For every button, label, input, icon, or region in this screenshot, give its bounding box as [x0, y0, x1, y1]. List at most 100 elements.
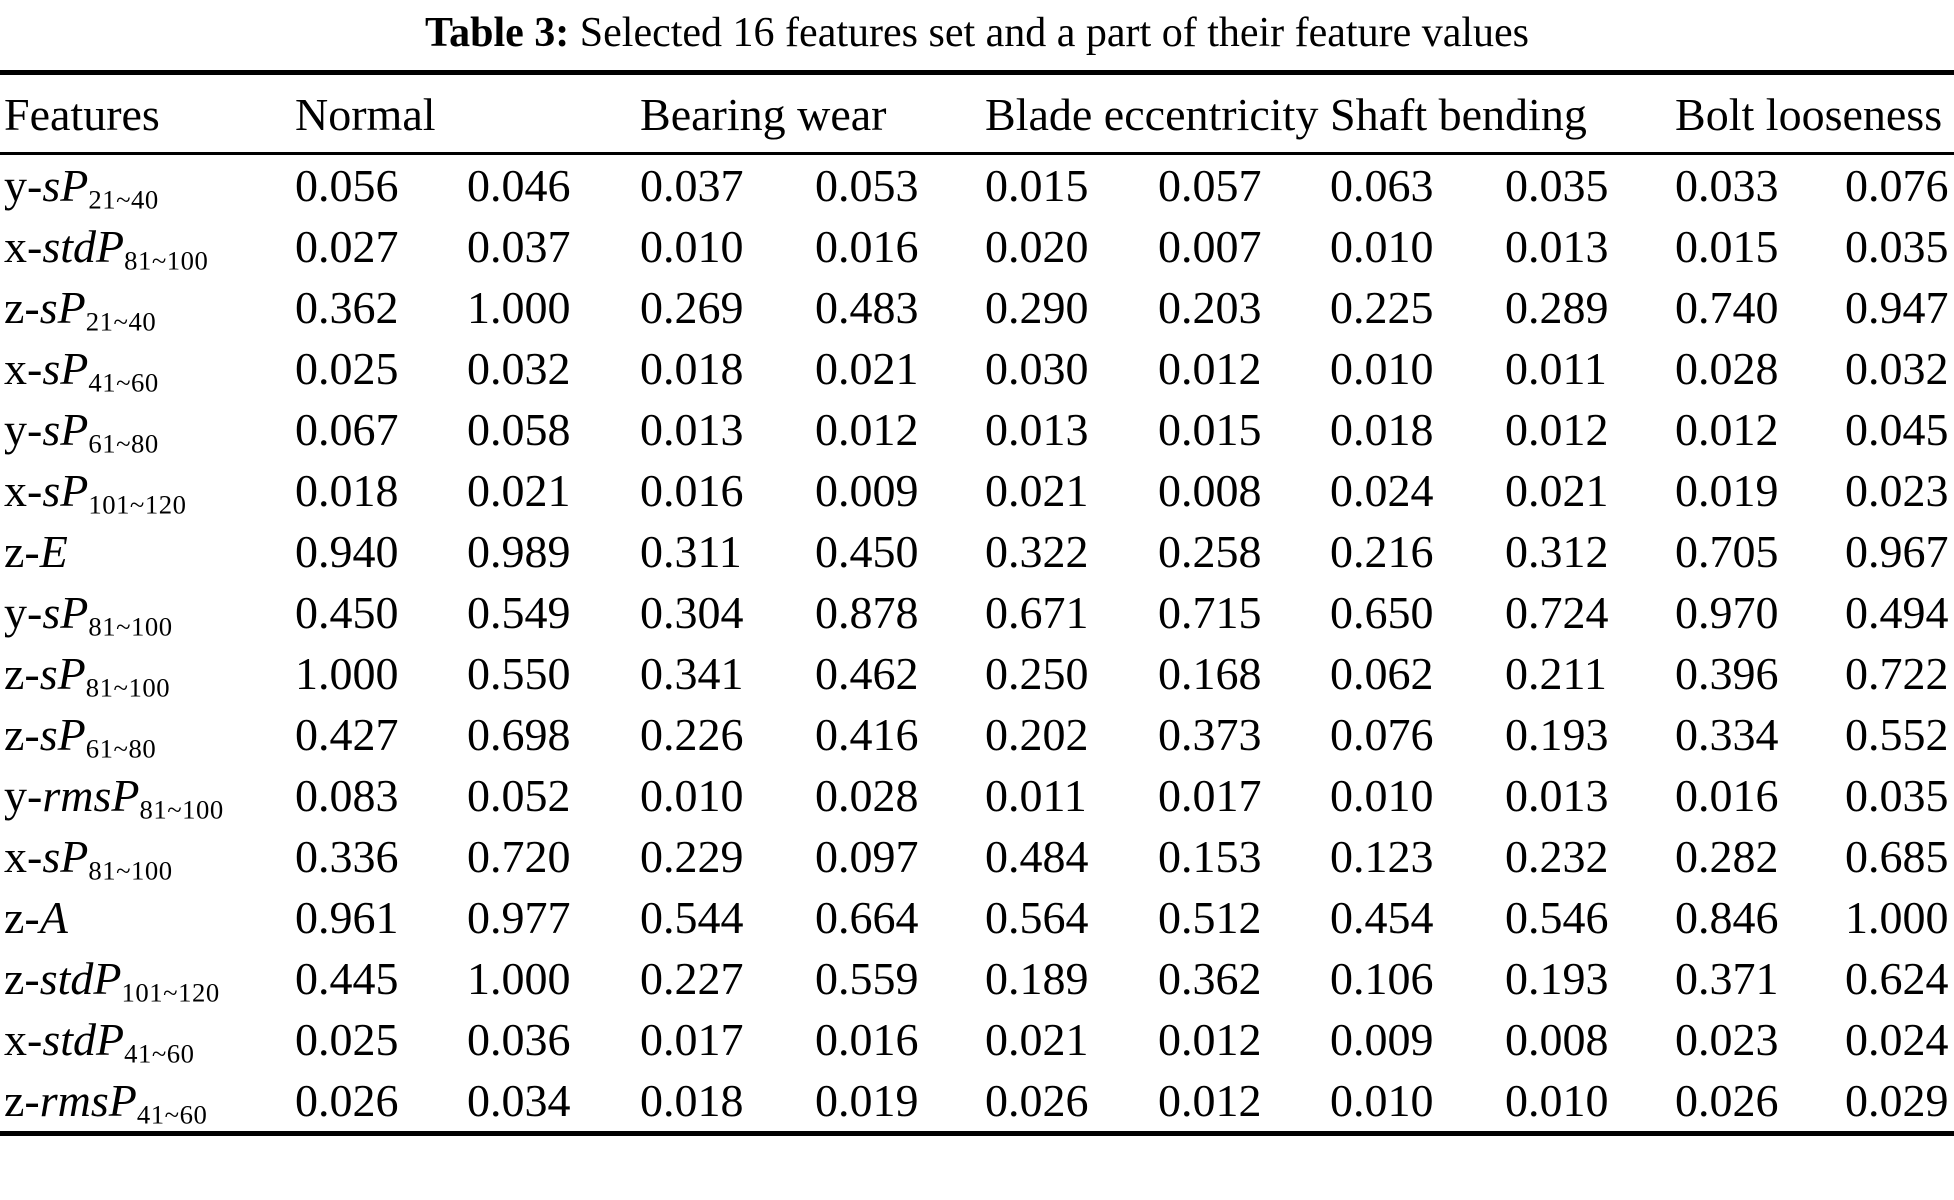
feature-value-cell: 0.097: [815, 831, 919, 883]
feature-name: y-sP21~40: [0, 154, 295, 217]
feature-value-cell: 0.013: [1505, 770, 1609, 822]
feature-value-cell: 0.018: [640, 343, 744, 395]
feature-value-cell: 0.216: [1330, 526, 1434, 578]
feature-prefix: z-: [4, 1075, 40, 1127]
feature-value-cell: 0.311: [640, 526, 742, 578]
feature-name: z-sP61~80: [0, 704, 295, 765]
feature-value-cell: 0.012: [1158, 1014, 1262, 1066]
feature-symbol: sP: [39, 282, 86, 334]
feature-value-cell: 0.025: [295, 343, 399, 395]
feature-symbol: A: [39, 892, 68, 944]
feature-value-cell: 0.427: [295, 709, 399, 761]
feature-name: z-sP21~40: [0, 277, 295, 338]
feature-value-cell: 0.671: [985, 587, 1089, 639]
table-row: y-sP61~80 0.067 0.058 0.013 0.012 0.013 0.015 0…: [0, 399, 1954, 460]
feature-value-cell: 0.016: [640, 465, 744, 517]
feature-value-cell: 0.032: [467, 343, 571, 395]
feature-value-cell: 0.057: [1158, 160, 1262, 212]
feature-value-cell: 0.450: [295, 587, 399, 639]
feature-value-cell: 0.312: [1505, 526, 1609, 578]
feature-value-cell: 0.304: [640, 587, 744, 639]
feature-value-cell: 0.045: [1845, 404, 1949, 456]
feature-name: x-sP101~120: [0, 460, 295, 521]
feature-prefix: y-: [4, 404, 43, 456]
feature-value-cell: 0.021: [1505, 465, 1609, 517]
feature-name: x-stdP41~60: [0, 1009, 295, 1070]
feature-prefix: y-: [4, 587, 43, 639]
column-header-group: Shaft bending: [1330, 70, 1676, 156]
feature-value-cell: 0.512: [1158, 892, 1262, 944]
feature-value-cell: 0.056: [295, 160, 399, 212]
feature-subscript: 41~60: [136, 1099, 208, 1130]
table-row: z-sP61~80 0.427 0.698 0.226 0.416 0.202 0.373 0…: [0, 704, 1954, 765]
feature-value-cell: 0.362: [1158, 953, 1262, 1005]
table-row: x-sP81~100 0.336 0.720 0.229 0.097 0.484 0.153…: [0, 826, 1954, 887]
feature-value-cell: 0.341: [640, 648, 744, 700]
feature-value-cell: 0.012: [1158, 1070, 1331, 1137]
feature-symbol: E: [39, 526, 68, 578]
feature-name: x-sP41~60: [0, 338, 295, 399]
feature-value-cell: 0.722: [1845, 648, 1949, 700]
table-row: z-sP21~40 0.362 1.000 0.269 0.483 0.290 0.203 0…: [0, 277, 1954, 338]
feature-value-cell: 0.720: [467, 831, 571, 883]
column-header-group: Blade eccentricity: [985, 70, 1331, 156]
feature-name: z-stdP101~120: [0, 948, 295, 1009]
feature-name: z-E: [0, 521, 295, 582]
table-caption-text: Selected 16 features set and a part of t…: [569, 10, 1530, 56]
feature-value-cell: 0.010: [1330, 221, 1434, 273]
feature-symbol: sP: [42, 343, 89, 395]
feature-value-cell: 0.967: [1845, 526, 1949, 578]
feature-subscript: 81~100: [85, 672, 171, 703]
feature-value-cell: 0.017: [640, 1014, 744, 1066]
feature-value-cell: 0.724: [1505, 587, 1609, 639]
feature-value-cell: 0.011: [1505, 343, 1607, 395]
feature-value-cell: 0.544: [640, 892, 744, 944]
feature-value-cell: 0.289: [1505, 282, 1609, 334]
feature-value-cell: 0.322: [985, 526, 1089, 578]
feature-value-cell: 0.083: [295, 770, 399, 822]
feature-value-cell: 0.011: [985, 770, 1087, 822]
feature-value-cell: 0.203: [1158, 282, 1262, 334]
feature-value-cell: 0.564: [985, 892, 1089, 944]
feature-value-cell: 0.016: [815, 221, 919, 273]
feature-value-cell: 0.450: [815, 526, 919, 578]
column-header-group: Bolt looseness: [1675, 70, 1954, 156]
feature-symbol: rmsP: [42, 770, 140, 822]
feature-symbol: sP: [42, 831, 89, 883]
feature-value-cell: 0.021: [467, 465, 571, 517]
feature-value-cell: 0.018: [1330, 404, 1434, 456]
table-caption: Table 3: Selected 16 features set and a …: [0, 0, 1954, 58]
table-body: y-sP21~40 0.056 0.046 0.037 0.053 0.015 0.057 0…: [0, 154, 1954, 1137]
feature-value-cell: 0.024: [1845, 1014, 1949, 1066]
feature-value-cell: 0.013: [1505, 221, 1609, 273]
feature-value-cell: 0.740: [1675, 282, 1779, 334]
feature-value-cell: 0.015: [1675, 221, 1779, 273]
feature-name: x-sP81~100: [0, 826, 295, 887]
feature-subscript: 61~80: [85, 733, 157, 764]
table-row: x-stdP81~100 0.027 0.037 0.010 0.016 0.020 0.0…: [0, 216, 1954, 277]
feature-value-cell: 0.035: [1505, 160, 1609, 212]
feature-value-cell: 0.846: [1675, 892, 1779, 944]
feature-value-cell: 0.034: [467, 1070, 641, 1137]
feature-value-cell: 0.970: [1675, 587, 1779, 639]
feature-value-cell: 0.484: [985, 831, 1089, 883]
feature-value-cell: 0.010: [1505, 1070, 1676, 1137]
feature-value-cell: 0.029: [1845, 1070, 1954, 1137]
feature-value-cell: 0.019: [1675, 465, 1779, 517]
feature-name: z-sP81~100: [0, 643, 295, 704]
feature-value-cell: 0.028: [815, 770, 919, 822]
feature-value-cell: 0.020: [985, 221, 1089, 273]
feature-value-cell: 0.362: [295, 282, 399, 334]
feature-value-cell: 0.396: [1675, 648, 1779, 700]
features-table: Features Normal Bearing wear Blade eccentr…: [0, 70, 1954, 1137]
feature-value-cell: 0.052: [467, 770, 571, 822]
feature-value-cell: 0.008: [1505, 1014, 1609, 1066]
feature-symbol: sP: [39, 709, 86, 761]
feature-value-cell: 0.063: [1330, 160, 1434, 212]
feature-subscript: 101~120: [121, 977, 220, 1008]
feature-value-cell: 0.018: [295, 465, 399, 517]
feature-value-cell: 0.046: [467, 160, 571, 212]
feature-value-cell: 0.033: [1675, 160, 1779, 212]
feature-prefix: y-: [4, 770, 43, 822]
feature-value-cell: 0.021: [985, 465, 1089, 517]
